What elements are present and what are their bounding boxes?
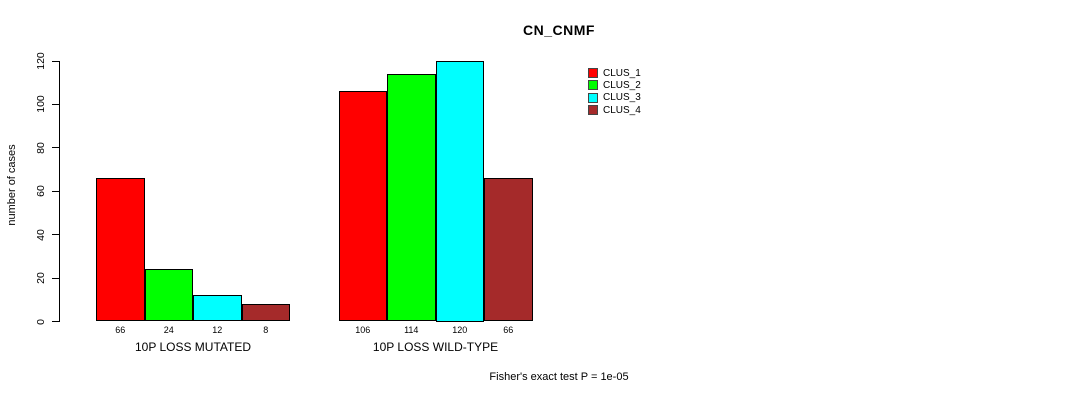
x-group-label: 10P LOSS WILD-TYPE: [372, 340, 499, 354]
legend-label: CLUS_3: [603, 92, 641, 104]
y-tick-mark: [52, 234, 60, 236]
bar-value-label: 106: [355, 325, 371, 335]
legend-label: CLUS_2: [603, 79, 641, 91]
bar-clus_1-group2: [338, 91, 387, 322]
bar-clus_2-group2: [387, 74, 436, 322]
legend: CLUS_1 CLUS_2 CLUS_3 CLUS_4: [588, 67, 641, 116]
y-tick-mark: [52, 277, 60, 279]
fisher-test-annotation: Fisher's exact test P = 1e-05: [489, 371, 629, 383]
y-tick-label: 20: [35, 272, 47, 284]
bar-clus_1-group1: [96, 178, 145, 322]
bar-clus_2-group1: [144, 269, 193, 322]
y-tick-mark: [52, 60, 60, 62]
y-tick-label: 0: [35, 318, 47, 325]
bar-clus_3-group2: [435, 61, 484, 322]
legend-swatch-icon: [588, 68, 598, 79]
y-tick-mark: [52, 190, 60, 192]
x-group-label: 10P LOSS MUTATED: [134, 340, 252, 354]
bar-value-label: 66: [503, 325, 514, 335]
bar-value-label: 24: [163, 325, 174, 335]
bar-value-label: 120: [452, 325, 468, 335]
y-tick-label: 40: [35, 228, 47, 241]
legend-swatch-icon: [588, 80, 598, 91]
bar-value-label: 12: [212, 325, 223, 335]
legend-row-clus_3: CLUS_3: [588, 92, 641, 104]
y-tick-label: 120: [35, 52, 47, 70]
bar-clus_3-group1: [193, 295, 242, 322]
y-tick-label: 100: [35, 95, 47, 114]
y-tick-mark: [52, 103, 60, 105]
chart-title: CN_CNMF: [523, 22, 595, 38]
bar-clus_4-group2: [484, 178, 533, 322]
legend-row-clus_1: CLUS_1: [588, 67, 641, 79]
legend-label: CLUS_4: [603, 104, 641, 116]
y-tick-mark: [52, 321, 60, 322]
bar-clus_4-group1: [241, 304, 290, 322]
legend-row-clus_2: CLUS_2: [588, 79, 641, 91]
bar-value-label: 8: [263, 325, 269, 335]
legend-swatch-icon: [588, 105, 598, 116]
legend-label: CLUS_1: [603, 67, 641, 79]
legend-swatch-icon: [588, 92, 598, 103]
y-tick-label: 60: [35, 185, 47, 198]
y-axis-title: number of cases: [6, 144, 18, 226]
y-tick-mark: [52, 147, 60, 149]
bar-value-label: 114: [404, 325, 419, 335]
legend-row-clus_4: CLUS_4: [588, 104, 641, 116]
bar-value-label: 66: [115, 325, 126, 335]
y-tick-label: 80: [35, 141, 47, 154]
